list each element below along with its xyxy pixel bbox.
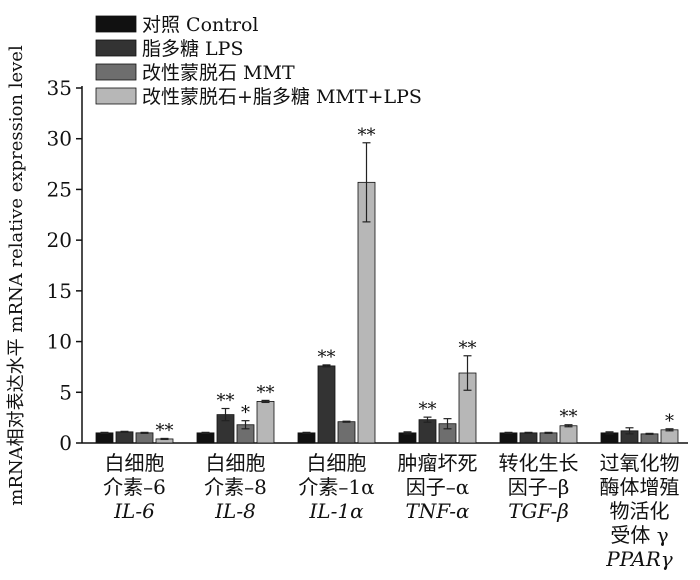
bar	[519, 432, 538, 444]
significance-star: *	[665, 411, 674, 432]
error-bar	[504, 431, 513, 434]
error-bar	[463, 355, 472, 391]
error-bar	[120, 430, 129, 433]
error-bar	[544, 431, 553, 434]
x-tick-label: 酶体增殖	[600, 475, 680, 499]
bars	[95, 181, 679, 444]
x-tick-label: 受体 γ	[610, 523, 668, 547]
legend-label: 对照 Control	[142, 14, 259, 36]
y-tick-label: 15	[47, 279, 72, 303]
error-bar	[665, 428, 674, 432]
y-tick-label: 0	[59, 431, 72, 455]
legend-item: 改性蒙脱石 MMT	[95, 62, 295, 84]
x-tick-label: 因子–α	[406, 475, 470, 499]
error-bar	[403, 431, 412, 435]
error-bar	[342, 420, 351, 423]
error-bar	[302, 431, 311, 434]
error-bar	[100, 431, 109, 434]
y-tick-label: 25	[47, 177, 72, 201]
y-tick-label: 30	[47, 127, 72, 151]
legend-item: 改性蒙脱石+脂多糖 MMT+LPS	[95, 86, 422, 108]
x-tick-label: 肿瘤坏死	[398, 451, 478, 475]
error-bars	[100, 142, 674, 441]
x-tick-label: 过氧化物	[600, 451, 680, 475]
legend-label: 改性蒙脱石+脂多糖 MMT+LPS	[142, 86, 422, 108]
bar	[115, 431, 134, 444]
error-bar	[625, 427, 634, 435]
x-tick-label: 因子–β	[508, 475, 570, 499]
significance-star: **	[560, 407, 578, 428]
bar	[135, 432, 154, 444]
legend-label: 脂多糖 LPS	[142, 38, 243, 60]
bar	[95, 432, 114, 444]
y-axis-label: mRNA相对表达水平 mRNA relative expression leve…	[6, 45, 27, 506]
y-tick-label: 10	[47, 330, 72, 354]
x-tick-label-gene: PPARγ	[605, 547, 673, 571]
bar	[499, 432, 518, 444]
error-bar	[423, 416, 432, 423]
x-tick-label: 介素–8	[204, 475, 267, 499]
legend-swatch	[95, 87, 137, 105]
bar	[256, 401, 275, 444]
error-bar	[322, 364, 331, 368]
significance-star: **	[459, 338, 477, 359]
x-tick-label: 转化生长	[499, 451, 579, 475]
bar	[196, 432, 215, 444]
significance-markers: ***************** *	[156, 125, 675, 442]
bar	[317, 365, 336, 444]
y-tick-label: 5	[59, 380, 72, 404]
x-tick-label: 物活化	[610, 499, 670, 523]
y-tick-label: 35	[47, 76, 72, 100]
legend-swatch	[95, 63, 137, 81]
legend-swatch	[95, 39, 137, 57]
x-tick-label: 介素–6	[103, 475, 166, 499]
x-tick-label-gene: TNF-α	[405, 499, 470, 523]
significance-star: **	[217, 391, 235, 412]
error-bar	[443, 418, 452, 430]
error-bar	[564, 424, 573, 428]
x-tick-label: 白细胞	[105, 451, 165, 475]
x-tick-label-gene: TGF-β	[508, 499, 569, 523]
x-tick-label: 白细胞	[206, 451, 266, 475]
significance-star: **	[419, 399, 437, 420]
y-axis-title: mRNA相对表达水平 mRNA relative expression leve…	[6, 45, 27, 506]
legend-swatch	[95, 15, 137, 33]
error-bar	[261, 399, 270, 404]
axes	[81, 86, 688, 444]
error-bar	[241, 420, 250, 430]
x-tick-label-gene: IL-1α	[308, 499, 364, 523]
x-tick-label-gene: IL-8	[214, 499, 256, 523]
significance-star: *	[241, 403, 250, 424]
error-bar	[201, 431, 210, 434]
legend-label: 改性蒙脱石 MMT	[142, 62, 295, 84]
x-tick-label-gene: IL-6	[113, 499, 155, 523]
legend-item: 脂多糖 LPS	[95, 38, 243, 60]
legend-item: 对照 Control	[95, 14, 259, 36]
error-bar	[140, 431, 149, 434]
bar	[337, 421, 356, 444]
category-labels: 白细胞介素–6IL-6白细胞介素–8IL-8白细胞介素–1αIL-1α肿瘤坏死因…	[103, 451, 679, 571]
bar	[640, 433, 659, 444]
y-tick-label: 20	[47, 228, 72, 252]
bar	[559, 425, 578, 444]
x-tick-label: 介素–1α	[298, 475, 374, 499]
error-bar	[362, 142, 371, 223]
x-tick-label: 白细胞	[307, 451, 367, 475]
y-ticks: 0 5 10 15 20 25 30 35	[47, 76, 82, 455]
significance-star: **	[358, 125, 376, 146]
error-bar	[221, 407, 230, 422]
significance-star: **	[257, 382, 275, 403]
significance-star: **	[318, 347, 336, 368]
error-bar	[524, 431, 533, 434]
bar	[297, 432, 316, 444]
significance-star: **	[156, 420, 174, 441]
error-bar	[605, 431, 614, 435]
bar	[418, 419, 437, 444]
error-bar	[645, 432, 654, 435]
error-bar	[160, 437, 169, 441]
bar	[539, 432, 558, 444]
